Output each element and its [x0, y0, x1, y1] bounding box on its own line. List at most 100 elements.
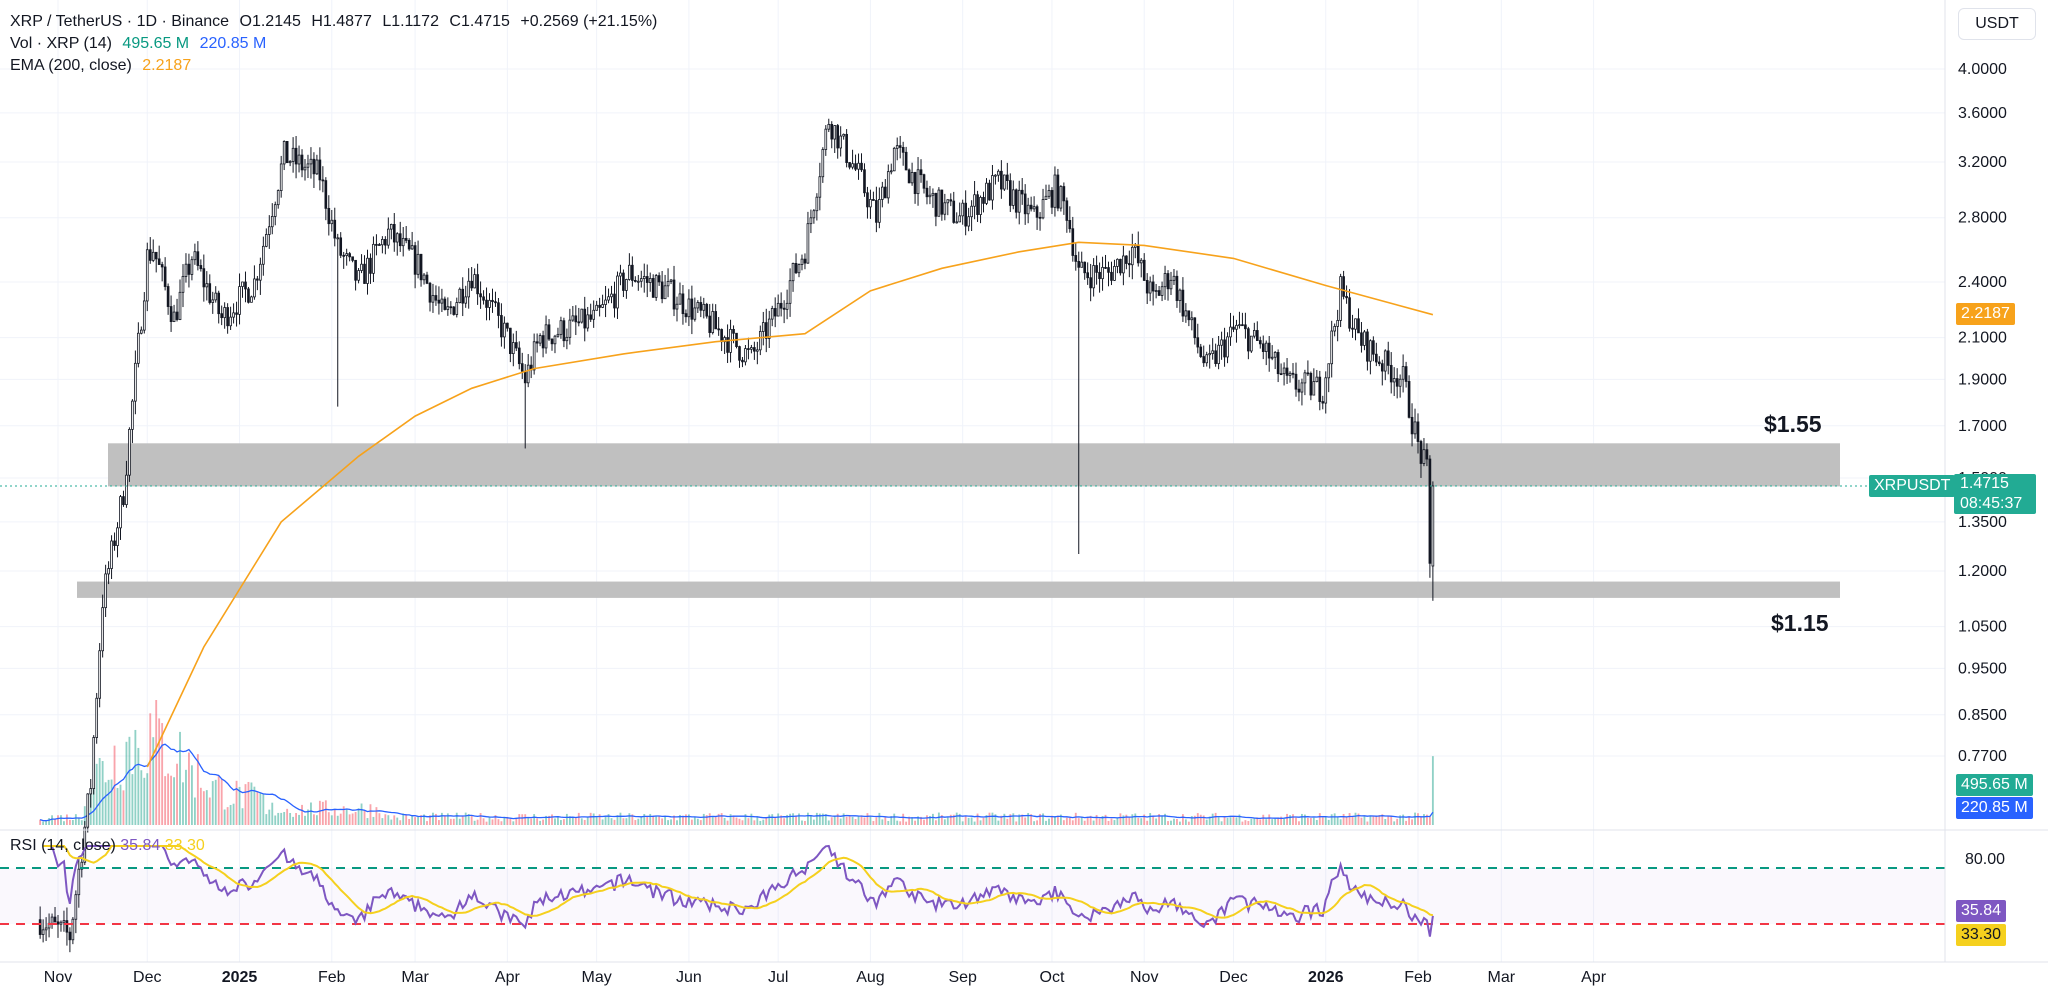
volume-bar	[1048, 818, 1050, 825]
volume-bar	[119, 784, 122, 825]
currency-button[interactable]: USDT	[1958, 8, 2036, 40]
candle	[1279, 373, 1283, 376]
candle	[92, 737, 96, 789]
volume-bar	[1390, 815, 1393, 825]
candle	[988, 182, 991, 201]
volume-bar	[949, 814, 952, 825]
volume-bar	[396, 817, 399, 825]
volume-label[interactable]: Vol · XRP (14)	[10, 35, 112, 52]
volume-bar	[679, 814, 681, 825]
volume-bar	[307, 809, 309, 825]
candle	[1107, 267, 1110, 273]
candle	[1050, 190, 1054, 208]
candle	[821, 149, 825, 178]
ohlc-close: C1.4715	[449, 13, 510, 30]
time-axis[interactable]: Nov Dec 2025 Feb Mar Apr May Jun Jul Aug Sep Oct Nov…	[0, 961, 2048, 986]
volume-bar	[497, 819, 500, 825]
candle	[190, 259, 194, 275]
candle	[202, 268, 206, 288]
ema-legend: EMA (200, close) 2.2187	[10, 55, 197, 77]
ema-line	[146, 241, 1434, 768]
volume-bar	[1173, 818, 1175, 825]
volume-bar	[738, 818, 741, 825]
volume-bar	[1423, 814, 1425, 825]
candle	[830, 123, 834, 140]
candle	[1092, 265, 1095, 289]
candle	[565, 336, 569, 342]
volume-bar	[557, 816, 559, 825]
candle	[262, 245, 265, 265]
volume-bar	[741, 820, 744, 825]
volume-bar	[292, 816, 295, 825]
volume-bar	[545, 815, 547, 825]
candle	[264, 234, 268, 247]
candle	[1238, 324, 1241, 327]
candle	[1372, 340, 1375, 355]
volume-bar	[128, 736, 131, 825]
candle	[717, 328, 720, 331]
volume-bar	[952, 814, 955, 825]
candle	[639, 278, 643, 282]
candle	[636, 280, 640, 283]
volume-bar	[1235, 817, 1238, 825]
candle	[604, 299, 607, 305]
candle	[520, 363, 524, 372]
volume-bar	[899, 821, 902, 825]
candle	[708, 315, 712, 333]
volume-bar	[381, 818, 384, 825]
volume-bar	[652, 815, 655, 825]
candlesticks[interactable]	[38, 118, 1435, 953]
volume-bar	[1348, 813, 1351, 825]
volume-bar	[170, 775, 173, 825]
volume-bar	[301, 804, 303, 825]
candle	[1080, 261, 1084, 268]
volume-bar	[1393, 821, 1396, 825]
volume-bar	[699, 820, 702, 825]
volume-bar	[720, 813, 723, 825]
volume-bar	[63, 821, 65, 825]
candle	[1264, 342, 1268, 352]
candle	[235, 312, 238, 315]
volume-bar	[208, 797, 211, 825]
candle	[1190, 317, 1194, 321]
volume-bar	[848, 815, 851, 825]
volume-bar	[592, 813, 595, 825]
candle	[642, 276, 646, 280]
candle	[848, 162, 851, 168]
volume-bar	[1140, 818, 1143, 825]
candle	[1315, 376, 1319, 382]
candle	[839, 135, 842, 149]
ema-label[interactable]: EMA (200, close)	[10, 57, 132, 74]
volume-bar	[1286, 813, 1288, 825]
volume-bar	[399, 820, 402, 825]
volume-bar	[979, 820, 982, 825]
symbol-title[interactable]: XRP / TetherUS · 1D · Binance	[10, 13, 230, 30]
candle	[773, 308, 777, 317]
candle	[256, 278, 259, 281]
volume-bar	[521, 814, 524, 825]
candle	[687, 298, 691, 318]
candle	[199, 265, 203, 270]
volume-bar	[494, 815, 497, 825]
candle	[1116, 258, 1119, 267]
volume-bar	[1265, 819, 1268, 825]
candle	[71, 918, 75, 941]
volume-bar	[917, 816, 919, 825]
volume-bar	[342, 806, 345, 825]
volume-bar	[80, 820, 83, 825]
volume-bar	[562, 819, 565, 825]
candle	[550, 338, 554, 345]
volume-bar	[1298, 821, 1300, 825]
volume-bar	[759, 820, 762, 825]
volume-bar	[937, 812, 940, 825]
rsi-label[interactable]: RSI (14, close)	[10, 837, 116, 854]
volume-bars	[39, 700, 1434, 825]
volume-bar	[298, 814, 300, 825]
candle	[491, 299, 494, 303]
volume-bar	[955, 812, 958, 825]
candle	[1291, 372, 1295, 375]
candle	[878, 199, 881, 223]
volume-bar	[256, 791, 259, 825]
volume-bar	[1170, 820, 1172, 825]
